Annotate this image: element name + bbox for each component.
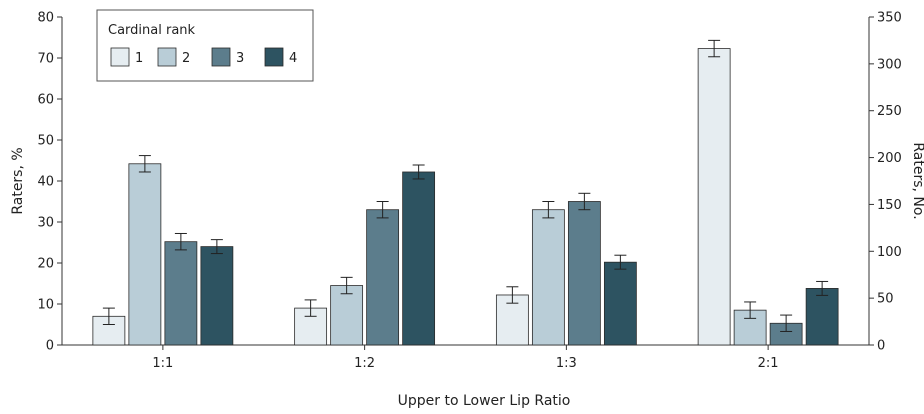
- legend-label: 4: [289, 51, 297, 66]
- legend-title: Cardinal rank: [108, 23, 196, 38]
- bars: [92, 39, 839, 346]
- bar: [805, 288, 839, 346]
- bar: [164, 241, 198, 346]
- legend-swatch: [264, 47, 284, 67]
- bar: [402, 171, 436, 346]
- bar: [200, 246, 234, 346]
- legend-label: 1: [135, 51, 143, 66]
- bar: [366, 209, 400, 346]
- y2-tick-label: 0: [877, 339, 885, 354]
- y-tick-label: 50: [37, 134, 54, 149]
- x-tick-label: 2:1: [758, 356, 779, 371]
- bar: [603, 261, 637, 346]
- y2-axis-title: Raters, No.: [910, 142, 924, 219]
- y-tick-label: 0: [46, 339, 54, 354]
- y-tick-label: 40: [37, 175, 54, 190]
- bar: [128, 163, 162, 346]
- y-tick-label: 80: [37, 11, 54, 26]
- y-tick-label: 30: [37, 216, 54, 231]
- legend: Cardinal rank 1 2 3 4: [96, 9, 314, 82]
- x-axis-title: Upper to Lower Lip Ratio: [398, 393, 571, 409]
- bar: [567, 201, 601, 346]
- y2-tick-label: 350: [877, 11, 902, 26]
- y-tick-label: 10: [37, 298, 54, 313]
- y2-tick-label: 300: [877, 57, 902, 72]
- legend-swatch: [110, 47, 130, 67]
- bar: [330, 285, 364, 346]
- x-tick-label: 1:3: [556, 356, 577, 371]
- y-tick-label: 70: [37, 52, 54, 67]
- y2-tick-label: 100: [877, 245, 902, 260]
- y-axis-title: Raters, %: [10, 147, 26, 214]
- legend-swatch: [157, 47, 177, 67]
- legend-label: 2: [182, 51, 190, 66]
- y2-tick-label: 250: [877, 104, 902, 119]
- x-tick-label: 1:2: [354, 356, 375, 371]
- legend-box: [96, 9, 314, 82]
- y2-tick-label: 150: [877, 198, 902, 213]
- x-tick-label: 1:1: [152, 356, 173, 371]
- y-tick-label: 60: [37, 93, 54, 108]
- y-tick-label: 20: [37, 257, 54, 272]
- axes: 0 10 20 30 40 50 60 70 80 0 50 100 150 200 250 300 350 1:…: [37, 11, 901, 372]
- bar: [697, 48, 731, 346]
- legend-label: 3: [236, 51, 244, 66]
- y2-tick-label: 200: [877, 151, 902, 166]
- y2-tick-label: 50: [877, 292, 894, 307]
- bar: [531, 209, 565, 346]
- legend-swatch: [211, 47, 231, 67]
